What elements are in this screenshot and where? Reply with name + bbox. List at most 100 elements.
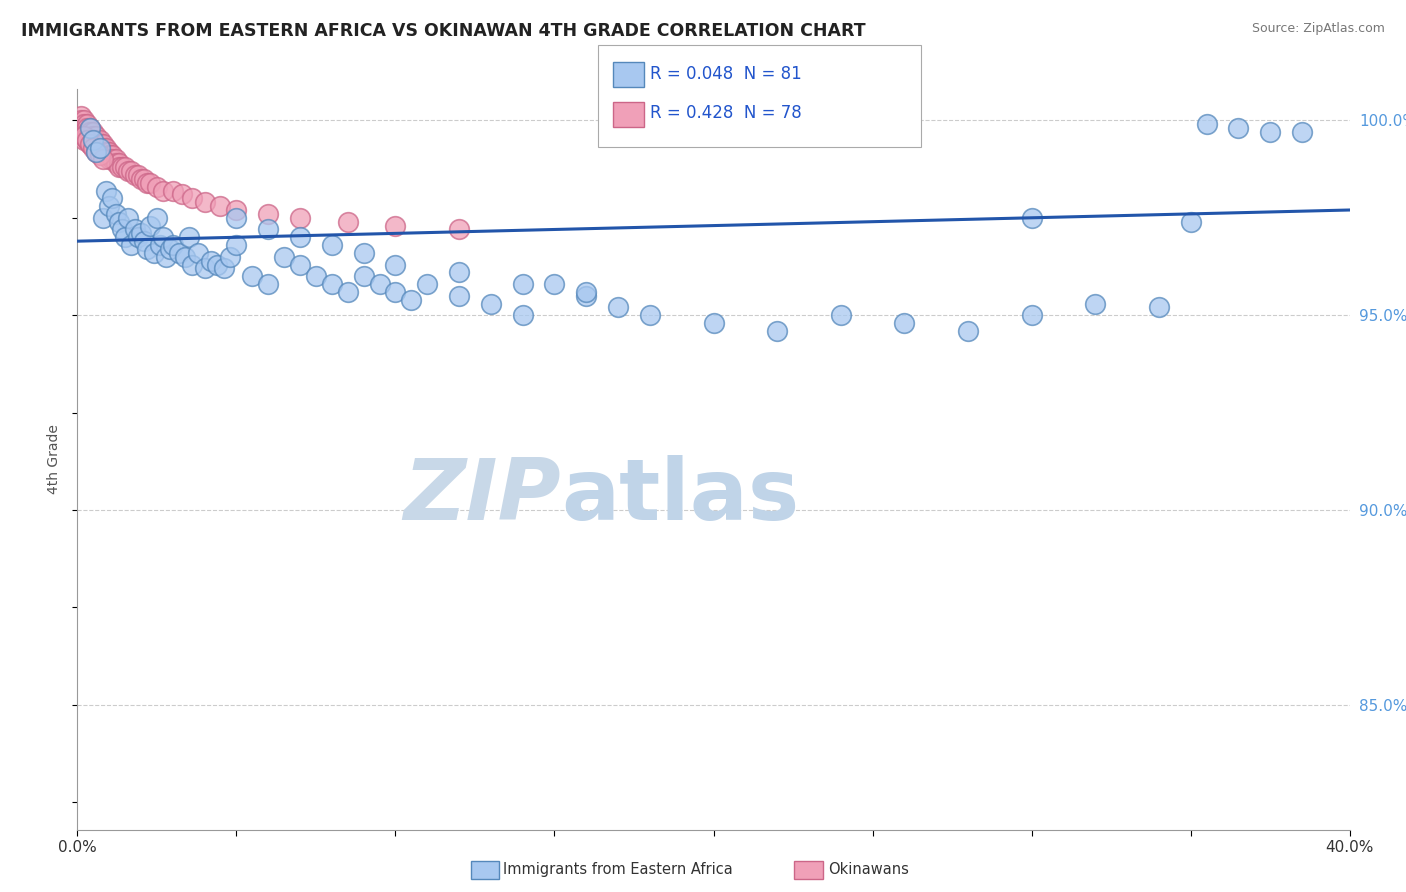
Point xyxy=(117,164,139,178)
Point xyxy=(174,250,197,264)
Point xyxy=(114,230,136,244)
Point xyxy=(159,242,181,256)
Point xyxy=(129,171,152,186)
Point xyxy=(86,136,108,151)
Point xyxy=(155,250,177,264)
Point xyxy=(1021,308,1043,322)
Point xyxy=(89,133,111,147)
Point xyxy=(139,219,162,233)
Point xyxy=(82,125,104,139)
Point xyxy=(1195,117,1218,131)
Point xyxy=(512,277,534,291)
Point xyxy=(830,308,852,322)
Point xyxy=(240,269,263,284)
Point xyxy=(79,121,101,136)
Point xyxy=(219,250,242,264)
Text: atlas: atlas xyxy=(561,455,799,538)
Point xyxy=(117,211,139,225)
Point xyxy=(449,289,471,303)
Point xyxy=(82,128,104,143)
Point xyxy=(416,277,439,291)
Point xyxy=(321,277,343,291)
Point xyxy=(111,160,134,174)
Point xyxy=(449,265,471,279)
Point xyxy=(86,145,108,159)
Point xyxy=(449,222,471,236)
Point xyxy=(76,121,98,136)
Point xyxy=(107,215,129,229)
Point xyxy=(73,117,96,131)
Point xyxy=(94,141,117,155)
Point xyxy=(89,148,111,162)
Point xyxy=(1147,301,1170,315)
Point xyxy=(76,117,98,131)
Point xyxy=(107,156,129,170)
Point xyxy=(288,211,311,225)
Point xyxy=(187,245,209,260)
Point xyxy=(82,133,104,147)
Point xyxy=(79,121,101,136)
Point xyxy=(177,230,200,244)
Point xyxy=(73,125,96,139)
Point xyxy=(225,211,247,225)
Point xyxy=(91,136,114,151)
Point xyxy=(79,136,101,151)
Point xyxy=(893,316,915,330)
Point xyxy=(142,245,165,260)
Point xyxy=(79,125,101,139)
Point xyxy=(368,277,391,291)
Point xyxy=(129,227,152,241)
Point xyxy=(152,184,174,198)
Point xyxy=(194,261,217,276)
Point xyxy=(73,121,96,136)
Point xyxy=(321,238,343,252)
Point xyxy=(336,215,359,229)
Point xyxy=(212,261,235,276)
Point xyxy=(101,153,124,167)
Point xyxy=(89,141,111,155)
Text: Okinawans: Okinawans xyxy=(828,863,910,877)
Point xyxy=(512,308,534,322)
Text: Immigrants from Eastern Africa: Immigrants from Eastern Africa xyxy=(503,863,733,877)
Point xyxy=(120,164,142,178)
Point xyxy=(89,141,111,155)
Point xyxy=(76,133,98,147)
Point xyxy=(1258,125,1281,139)
Point xyxy=(73,133,96,147)
Point xyxy=(225,202,247,217)
Point xyxy=(76,125,98,139)
Point xyxy=(124,168,146,182)
Point xyxy=(146,211,169,225)
Point xyxy=(86,141,108,155)
Text: Source: ZipAtlas.com: Source: ZipAtlas.com xyxy=(1251,22,1385,36)
Point xyxy=(162,184,184,198)
Point xyxy=(98,199,121,213)
Point xyxy=(91,145,114,159)
Point xyxy=(124,222,146,236)
Point xyxy=(273,250,295,264)
Point xyxy=(207,258,229,272)
Text: ZIP: ZIP xyxy=(404,455,561,538)
Point xyxy=(104,153,127,167)
Point xyxy=(101,148,124,162)
Point xyxy=(353,245,375,260)
Point xyxy=(91,211,114,225)
Point xyxy=(167,245,190,260)
Point xyxy=(1227,121,1250,136)
Point xyxy=(76,133,98,147)
Point xyxy=(69,121,91,136)
Point xyxy=(101,191,124,205)
Point xyxy=(82,136,104,151)
Point xyxy=(638,308,661,322)
Point xyxy=(136,176,159,190)
Point xyxy=(209,199,232,213)
Y-axis label: 4th Grade: 4th Grade xyxy=(48,425,62,494)
Point xyxy=(384,258,406,272)
Point xyxy=(107,160,129,174)
Point xyxy=(79,133,101,147)
Point xyxy=(1180,215,1202,229)
Point xyxy=(1291,125,1313,139)
Point xyxy=(134,234,156,248)
Point xyxy=(479,296,502,310)
Text: R = 0.428  N = 78: R = 0.428 N = 78 xyxy=(650,104,801,122)
